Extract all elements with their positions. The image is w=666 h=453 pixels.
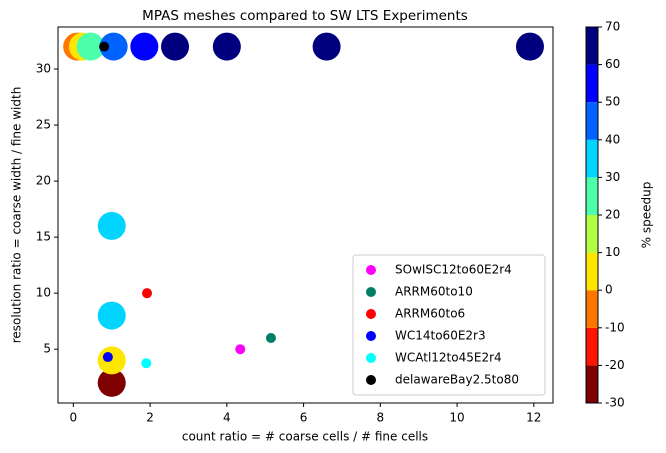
legend-marker	[366, 331, 376, 341]
series-point	[141, 358, 152, 369]
colorbar-label: % speedup	[640, 182, 654, 249]
experiment-point	[212, 32, 241, 61]
colorbar-tick-label: -10	[605, 320, 625, 334]
experiment-point	[99, 32, 128, 61]
legend-label: WC14to60E2r3	[395, 329, 486, 343]
series-point	[102, 352, 113, 363]
y-tick-label: 5	[43, 342, 51, 356]
legend-marker	[366, 265, 376, 275]
legend-marker	[366, 375, 376, 385]
series-point	[235, 344, 246, 355]
x-tick-label: 8	[377, 411, 385, 425]
y-tick-label: 30	[36, 62, 51, 76]
x-tick-label: 12	[526, 411, 541, 425]
colorbar-tick-label: -20	[605, 358, 625, 372]
colorbar-bin	[586, 290, 598, 328]
colorbar-tick-label: 40	[605, 132, 620, 146]
colorbar-tick-label: 50	[605, 95, 620, 109]
legend-label: delawareBay2.5to80	[395, 373, 519, 387]
plot-frame	[57, 26, 554, 404]
colorbar-bin	[586, 215, 598, 253]
legend-label: WCAtl12to45E2r4	[395, 351, 502, 365]
colorbar-bin	[586, 365, 598, 403]
legend-marker	[366, 309, 376, 319]
experiment-point	[76, 32, 105, 61]
legend-box	[352, 254, 546, 396]
experiment-point	[161, 32, 190, 61]
experiment-point	[130, 32, 159, 61]
experiment-point	[97, 368, 126, 397]
y-tick-label: 10	[36, 286, 51, 300]
colorbar-bin	[586, 64, 598, 103]
colorbar-bin	[586, 177, 598, 215]
colorbar-tick-label: 70	[605, 20, 620, 34]
x-tick-label: 2	[146, 411, 154, 425]
legend-marker	[366, 287, 376, 297]
legend-label: ARRM60to6	[395, 307, 465, 321]
chart-title: MPAS meshes compared to SW LTS Experimen…	[142, 8, 468, 24]
colorbar-tick-label: 30	[605, 170, 620, 184]
colorbar-bin	[586, 139, 598, 178]
experiment-point	[97, 301, 126, 330]
y-tick-label: 15	[36, 230, 51, 244]
x-tick-label: 4	[223, 411, 231, 425]
y-tick-label: 20	[36, 174, 51, 188]
experiment-point	[97, 211, 126, 240]
x-tick-label: 10	[449, 411, 464, 425]
legend-marker	[366, 353, 376, 363]
colorbar-bin	[586, 252, 598, 291]
legend-label: SOwISC12to60E2r4	[395, 263, 512, 277]
colorbar-bin	[586, 327, 598, 366]
colorbar-tick-label: 20	[605, 208, 620, 222]
x-tick-label: 6	[300, 411, 308, 425]
experiment-point	[97, 346, 126, 375]
experiment-point	[312, 32, 341, 61]
colorbar-bin	[586, 102, 598, 140]
y-axis-label: resolution ratio = coarse width / fine w…	[10, 87, 24, 344]
legend-label: ARRM60to10	[395, 285, 473, 299]
series-point	[99, 41, 110, 52]
colorbar-tick-label: -30	[605, 396, 625, 410]
colorbar-bin	[586, 27, 598, 65]
series-point	[265, 332, 276, 343]
y-tick-label: 25	[36, 118, 51, 132]
x-axis-label: count ratio = # coarse cells / # fine ce…	[182, 430, 428, 444]
colorbar-tick-label: 0	[605, 283, 613, 297]
colorbar-tick-label: 10	[605, 245, 620, 259]
experiment-point	[515, 32, 544, 61]
x-tick-label: 0	[70, 411, 78, 425]
colorbar-tick-label: 60	[605, 57, 620, 71]
series-point	[142, 288, 153, 299]
